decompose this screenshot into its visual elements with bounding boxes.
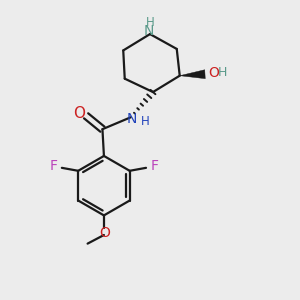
Polygon shape <box>180 70 205 79</box>
Text: N: N <box>127 112 137 126</box>
Text: F: F <box>50 159 58 173</box>
Text: H: H <box>218 66 227 79</box>
Text: O: O <box>74 106 86 121</box>
Text: N: N <box>143 23 154 38</box>
Text: O: O <box>208 66 219 80</box>
Text: H: H <box>141 115 149 128</box>
Text: H: H <box>146 16 154 29</box>
Text: F: F <box>150 159 158 173</box>
Text: O: O <box>99 226 110 240</box>
